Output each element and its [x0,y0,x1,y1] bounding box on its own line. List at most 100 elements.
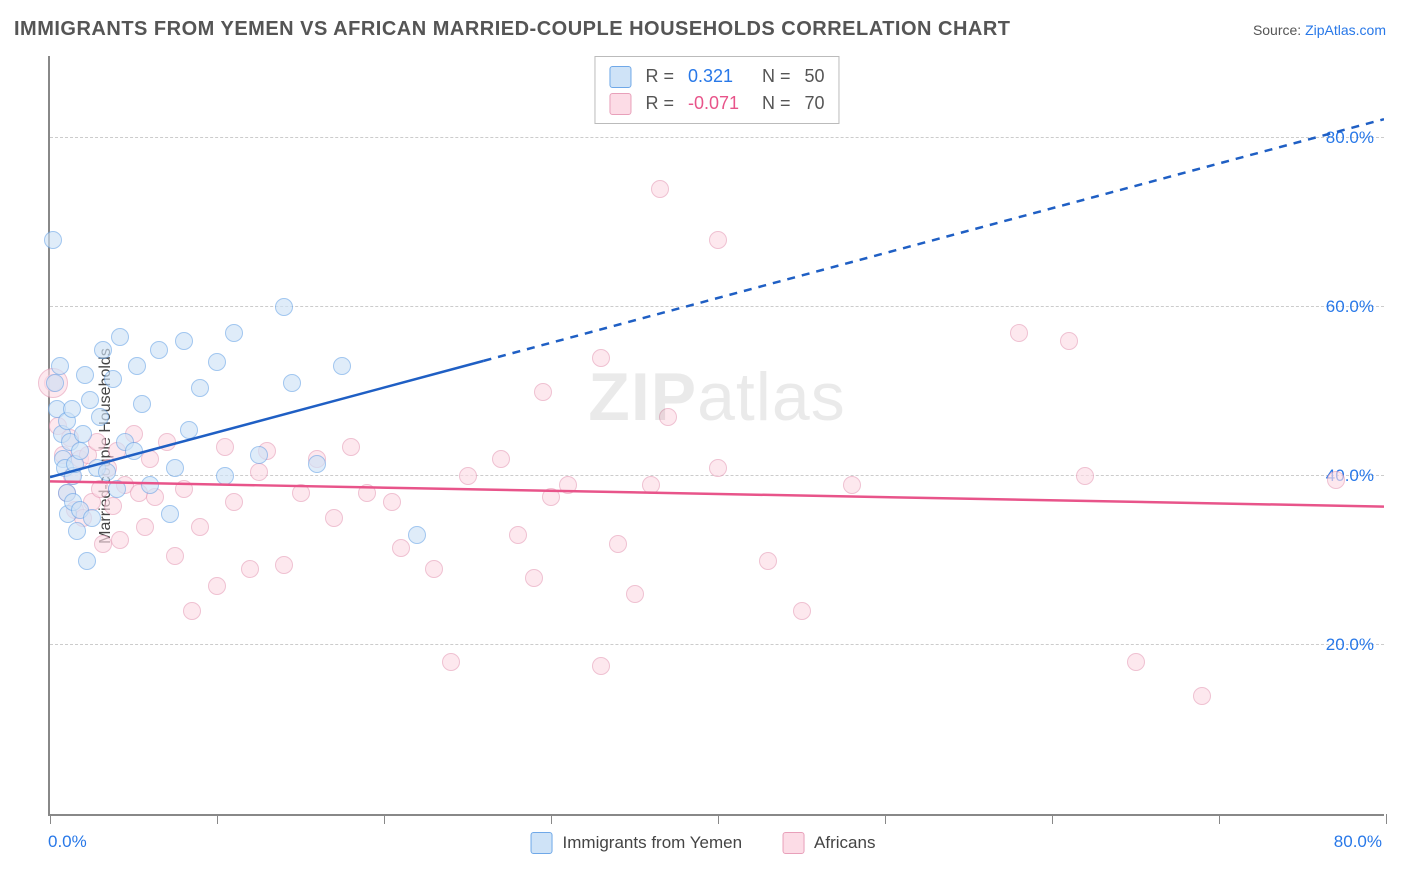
source-link[interactable]: ZipAtlas.com [1305,22,1386,38]
scatter-point-africans [292,484,310,502]
legend-label-2: Africans [814,833,875,853]
scatter-point-africans [709,231,727,249]
scatter-point-yemen [74,425,92,443]
grid-line [50,306,1384,307]
scatter-point-yemen [63,400,81,418]
y-tick-label: 60.0% [1326,297,1374,317]
x-tick [1219,814,1220,824]
scatter-point-yemen [94,341,112,359]
scatter-point-africans [94,535,112,553]
n-label-2: N = [762,90,791,117]
scatter-point-africans [525,569,543,587]
r-value-2: -0.071 [688,90,748,117]
scatter-point-africans [275,556,293,574]
x-tick [1052,814,1053,824]
n-label-1: N = [762,63,791,90]
scatter-point-africans [759,552,777,570]
scatter-point-yemen [91,408,109,426]
scatter-point-africans [250,463,268,481]
scatter-point-yemen [81,391,99,409]
trend-line-yemen-dashed [484,119,1384,361]
scatter-point-yemen [333,357,351,375]
scatter-point-yemen [150,341,168,359]
scatter-point-yemen [108,480,126,498]
scatter-point-yemen [104,370,122,388]
scatter-point-yemen [180,421,198,439]
scatter-point-yemen [76,366,94,384]
stats-row-series-1: R = 0.321 N = 50 [609,63,824,90]
scatter-point-yemen [408,526,426,544]
x-tick [1386,814,1387,824]
scatter-point-yemen [208,353,226,371]
grid-line [50,137,1384,138]
scatter-point-africans [1193,687,1211,705]
legend-label-1: Immigrants from Yemen [563,833,743,853]
scatter-point-africans [1127,653,1145,671]
legend-item-2: Africans [782,832,875,854]
scatter-point-africans [509,526,527,544]
x-axis-first-label: 0.0% [48,832,87,852]
stats-row-series-2: R = -0.071 N = 70 [609,90,824,117]
scatter-point-africans [442,653,460,671]
r-label-1: R = [645,63,674,90]
scatter-point-africans [342,438,360,456]
scatter-point-africans [425,560,443,578]
scatter-point-yemen [83,509,101,527]
scatter-point-africans [216,438,234,456]
scatter-point-yemen [250,446,268,464]
legend-swatch-2 [782,832,804,854]
legend-swatch-1 [531,832,553,854]
scatter-point-africans [609,535,627,553]
scatter-point-africans [225,493,243,511]
scatter-point-yemen [111,328,129,346]
scatter-point-yemen [308,455,326,473]
scatter-point-yemen [125,442,143,460]
trend-line-africans [50,481,1384,506]
scatter-point-africans [709,459,727,477]
scatter-point-africans [626,585,644,603]
scatter-point-yemen [161,505,179,523]
scatter-point-africans [1076,467,1094,485]
y-tick-label: 20.0% [1326,635,1374,655]
trend-lines-svg [50,56,1384,814]
scatter-point-africans [158,433,176,451]
scatter-point-africans [659,408,677,426]
scatter-point-yemen [175,332,193,350]
scatter-point-africans [843,476,861,494]
x-tick [50,814,51,824]
scatter-point-africans [592,657,610,675]
swatch-series-1 [609,66,631,88]
scatter-point-africans [325,509,343,527]
source-attribution: Source: ZipAtlas.com [1253,22,1386,38]
scatter-point-yemen [141,476,159,494]
scatter-point-yemen [68,522,86,540]
chart-title: IMMIGRANTS FROM YEMEN VS AFRICAN MARRIED… [14,18,1011,41]
scatter-point-africans [793,602,811,620]
scatter-point-africans [136,518,154,536]
scatter-point-yemen [216,467,234,485]
bottom-legend: Immigrants from Yemen Africans [531,832,876,854]
x-tick [718,814,719,824]
n-value-2: 70 [805,90,825,117]
scatter-point-africans [1327,471,1345,489]
scatter-point-yemen [78,552,96,570]
scatter-point-africans [208,577,226,595]
r-label-2: R = [645,90,674,117]
r-value-1: 0.321 [688,63,748,90]
scatter-point-yemen [191,379,209,397]
chart-container: IMMIGRANTS FROM YEMEN VS AFRICAN MARRIED… [0,0,1406,892]
scatter-point-africans [241,560,259,578]
scatter-point-africans [651,180,669,198]
scatter-point-yemen [128,357,146,375]
y-tick-label: 80.0% [1326,128,1374,148]
stats-legend-box: R = 0.321 N = 50 R = -0.071 N = 70 [594,56,839,124]
scatter-point-africans [392,539,410,557]
scatter-point-africans [191,518,209,536]
source-label: Source: [1253,22,1305,38]
scatter-point-africans [91,480,109,498]
plot-area: ZIPatlas R = 0.321 N = 50 R = -0.071 N =… [48,56,1384,816]
swatch-series-2 [609,93,631,115]
scatter-point-africans [542,488,560,506]
scatter-point-africans [166,547,184,565]
x-tick [551,814,552,824]
